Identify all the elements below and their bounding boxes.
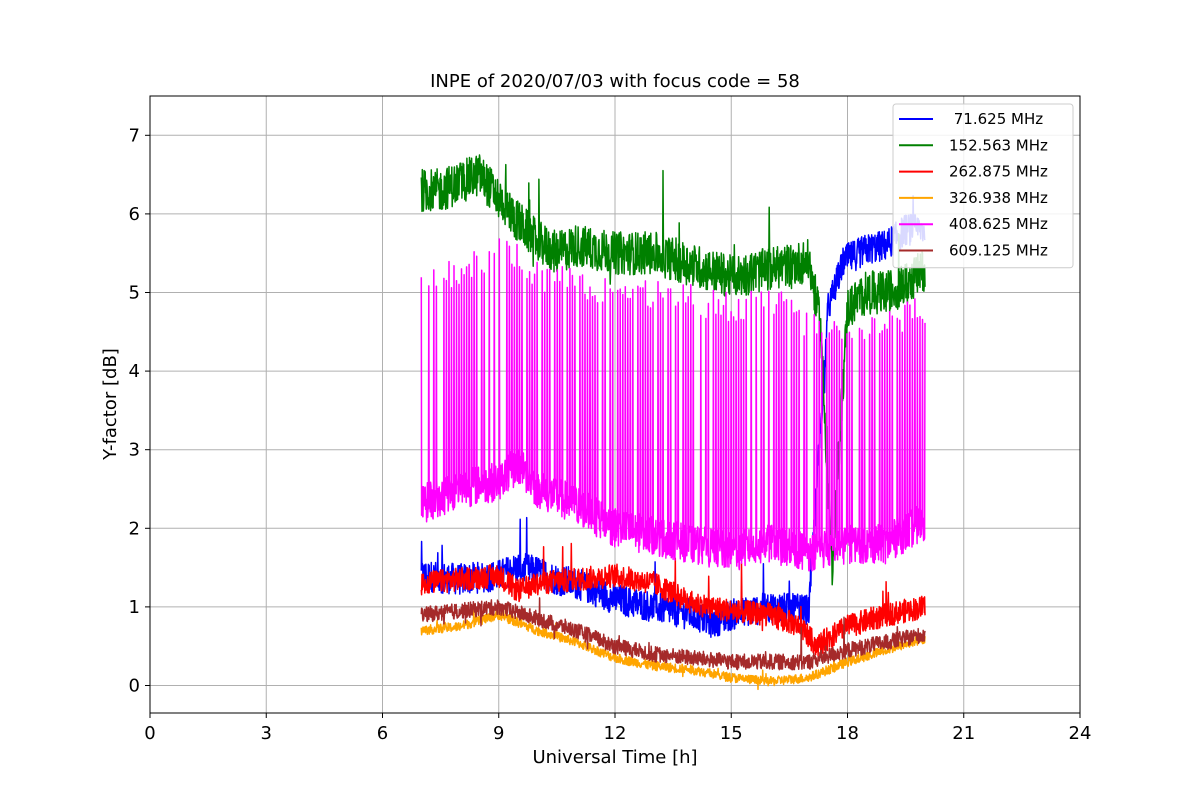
legend-label-4: 408.625 MHz: [949, 215, 1048, 233]
legend-label-5: 609.125 MHz: [949, 242, 1048, 260]
x-tick-label-0: 0: [144, 723, 155, 744]
y-axis: 0 1 2 3 4 5 6 7: [129, 125, 150, 696]
series-line-2: [420, 542, 926, 660]
legend-label-2: 262.875 MHz: [949, 163, 1048, 181]
series-line-5: [420, 597, 926, 671]
x-axis: 0 3 6 9 12 15 18 21 24: [144, 713, 1091, 744]
legend-label-0: 71.625 MHz: [949, 110, 1043, 128]
y-tick-label-0: 0: [129, 675, 140, 696]
y-tick-label-7: 7: [129, 125, 140, 146]
x-tick-label-2: 6: [377, 723, 388, 744]
x-tick-label-6: 18: [836, 723, 859, 744]
y-tick-label-1: 1: [129, 597, 140, 618]
x-tick-label-8: 24: [1069, 723, 1092, 744]
legend-label-3: 326.938 MHz: [949, 189, 1048, 207]
chart-title: INPE of 2020/07/03 with focus code = 58: [430, 71, 800, 92]
legend-box: [892, 103, 1074, 269]
y-axis-label: Y-factor [dB]: [100, 348, 121, 461]
y-tick-label-4: 4: [129, 361, 140, 382]
x-axis-label: Universal Time [h]: [532, 747, 697, 768]
y-tick-label-3: 3: [129, 440, 140, 461]
y-tick-label-5: 5: [129, 282, 140, 303]
series-line-4: [420, 238, 926, 572]
series-layer: [420, 154, 926, 691]
series-line-3: [420, 603, 926, 691]
y-tick-label-2: 2: [129, 518, 140, 539]
legend: 71.625 MHz 152.563 MHz 262.875 MHz 326.938 …: [892, 103, 1074, 269]
x-tick-label-3: 9: [493, 723, 504, 744]
x-tick-label-7: 21: [952, 723, 975, 744]
x-tick-label-5: 15: [720, 723, 743, 744]
x-tick-label-1: 3: [261, 723, 272, 744]
y-tick-label-6: 6: [129, 204, 140, 225]
x-tick-label-4: 12: [604, 723, 627, 744]
legend-label-1: 152.563 MHz: [949, 136, 1048, 154]
